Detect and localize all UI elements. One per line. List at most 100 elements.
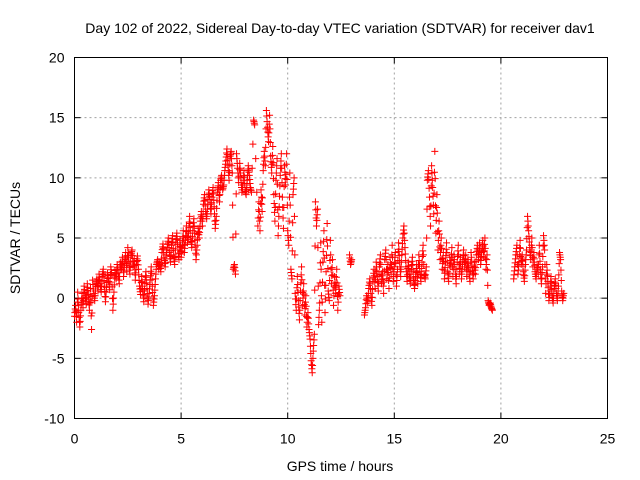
data-point [288, 247, 296, 255]
data-point [109, 300, 117, 308]
data-point [400, 229, 408, 237]
data-point [133, 255, 141, 263]
x-tick-label: 25 [600, 431, 616, 447]
data-point [385, 274, 393, 282]
data-point [261, 157, 269, 165]
data-point [431, 175, 439, 183]
data-point [131, 262, 139, 270]
data-point [290, 179, 298, 187]
data-point [435, 227, 443, 235]
data-point [523, 224, 531, 232]
data-point [403, 273, 411, 281]
data-point [115, 276, 123, 284]
data-point [266, 111, 274, 119]
data-point [481, 234, 489, 242]
data-point [324, 264, 332, 272]
data-point [218, 181, 226, 189]
data-point [431, 147, 439, 155]
data-point [442, 252, 450, 260]
data-point [232, 190, 240, 198]
data-point [307, 350, 315, 358]
data-point [243, 181, 251, 189]
data-point [73, 298, 81, 306]
data-point [181, 240, 189, 248]
data-point [522, 251, 530, 259]
data-point [516, 236, 524, 244]
data-point [320, 227, 328, 235]
data-point [75, 318, 83, 326]
data-point [533, 265, 541, 273]
data-point [141, 286, 149, 294]
data-point [314, 282, 322, 290]
data-point [393, 271, 401, 279]
data-point [554, 287, 562, 295]
data-point [304, 313, 312, 321]
data-point [448, 250, 456, 258]
data-point [419, 251, 427, 259]
data-point [401, 244, 409, 252]
data-point [145, 293, 153, 301]
data-point [186, 227, 194, 235]
data-point [190, 222, 198, 230]
data-point [280, 204, 288, 212]
data-point [394, 256, 402, 264]
data-point [227, 149, 235, 157]
data-point [445, 261, 453, 269]
data-point [209, 187, 217, 195]
data-point [191, 243, 199, 251]
data-point [88, 309, 96, 317]
data-point [283, 150, 291, 158]
data-point [212, 216, 220, 224]
data-point [267, 163, 275, 171]
x-tick-label: 5 [177, 431, 185, 447]
data-point [266, 125, 274, 133]
data-point [535, 260, 543, 268]
data-point [264, 133, 272, 141]
x-tick-label: 10 [280, 431, 296, 447]
data-point [256, 213, 264, 221]
data-point [278, 164, 286, 172]
data-point [228, 162, 236, 170]
data-point [327, 265, 335, 273]
data-point [330, 292, 338, 300]
data-point [298, 263, 306, 271]
data-point [155, 260, 163, 268]
data-point [425, 193, 433, 201]
data-point [472, 264, 480, 272]
data-point [434, 236, 442, 244]
data-point [325, 293, 333, 301]
data-point [269, 175, 277, 183]
data-point [170, 257, 178, 265]
data-point [296, 306, 304, 314]
data-point [258, 194, 266, 202]
data-point [326, 256, 334, 264]
data-point [266, 139, 274, 147]
data-point [211, 210, 219, 218]
data-point [419, 247, 427, 255]
data-point [530, 255, 538, 263]
data-point [328, 272, 336, 280]
data-point [116, 273, 124, 281]
data-point [282, 181, 290, 189]
data-point [424, 170, 432, 178]
data-point [213, 196, 221, 204]
data-point [104, 275, 112, 283]
data-point [436, 256, 444, 264]
data-point [254, 222, 262, 230]
data-point [313, 211, 321, 219]
data-point [246, 179, 254, 187]
data-point [436, 248, 444, 256]
data-point [375, 279, 383, 287]
x-tick-label: 20 [493, 431, 509, 447]
data-point [388, 241, 396, 249]
data-point [297, 279, 305, 287]
data-point [274, 232, 282, 240]
data-point [102, 288, 110, 296]
data-points [71, 106, 568, 377]
data-point [148, 269, 156, 277]
data-point [323, 236, 331, 244]
data-point [377, 260, 385, 268]
data-point [156, 264, 164, 272]
data-point [376, 255, 384, 263]
